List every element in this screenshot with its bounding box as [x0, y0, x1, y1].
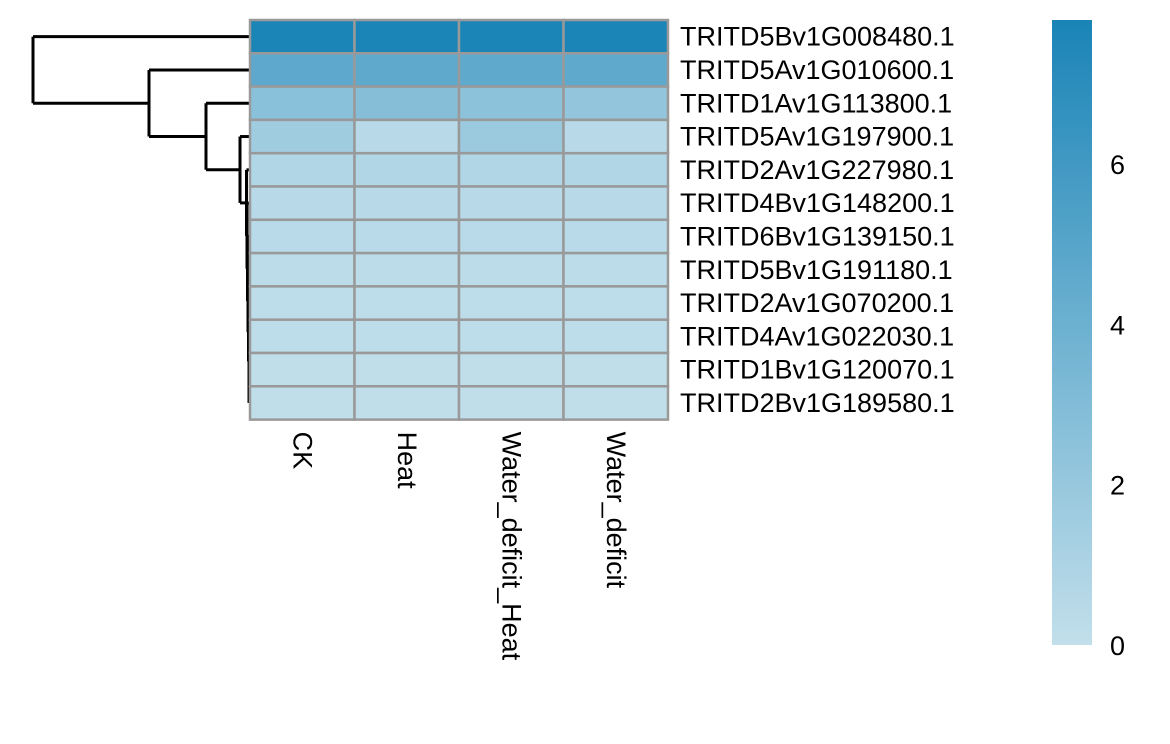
heatmap-cell: [248, 218, 356, 255]
heatmap-cell: [457, 185, 565, 222]
heatmap-cell: [457, 351, 565, 388]
heatmap-cell: [353, 285, 461, 321]
heatmap-cell: [457, 318, 565, 355]
column-label: CK: [287, 432, 317, 470]
heatmap-cell: [248, 85, 356, 122]
heatmap-cell: [562, 385, 670, 421]
row-label: TRITD6Bv1G139150.1: [680, 221, 955, 251]
heatmap-cell: [562, 351, 670, 388]
heatmap-cell: [353, 218, 461, 255]
heatmap-cell: [353, 85, 461, 122]
color-legend: 0 2 4 6: [1052, 20, 1125, 661]
heatmap-cell: [457, 218, 565, 255]
heatmap-cell: [562, 18, 670, 55]
legend-tick-label: 2: [1110, 471, 1125, 501]
heatmap-cell: [248, 118, 356, 155]
heatmap-cell: [562, 318, 670, 355]
row-label: TRITD2Av1G227980.1: [680, 155, 954, 185]
row-label: TRITD5Av1G010600.1: [680, 55, 954, 85]
column-labels: CK Heat Water_deficit_Heat Water_deficit: [287, 432, 631, 661]
row-label: TRITD2Bv1G189580.1: [680, 388, 955, 418]
heatmap-cell: [353, 118, 461, 155]
legend-tick-label: 6: [1110, 150, 1125, 180]
row-label: TRITD2Av1G070200.1: [680, 288, 954, 318]
heatmap-cell: [248, 251, 356, 288]
heatmap-cell: [562, 52, 670, 88]
column-label: Water_deficit: [601, 432, 631, 589]
heatmap-cell: [248, 285, 356, 321]
legend-color-bar: [1052, 20, 1092, 645]
heatmap-cell: [248, 151, 356, 188]
row-labels: TRITD5Bv1G008480.1TRITD5Av1G010600.1TRIT…: [680, 22, 955, 418]
heatmap-cell: [457, 18, 565, 55]
heatmap-cell: [562, 185, 670, 222]
heatmap-cell: [562, 285, 670, 321]
heatmap-cell: [248, 52, 356, 88]
row-label: TRITD4Bv1G148200.1: [680, 188, 955, 218]
heatmap-cell: [562, 118, 670, 155]
row-dendrogram: [31, 35, 251, 405]
heatmap-cell: [457, 385, 565, 421]
heatmap-cell: [248, 185, 356, 222]
heatmap-cell: [248, 318, 356, 355]
heatmap-cell: [353, 52, 461, 88]
heatmap-cell: [457, 85, 565, 122]
row-label: TRITD5Bv1G191180.1: [680, 255, 953, 285]
heatmap-cell: [248, 18, 356, 55]
column-label: Water_deficit_Heat: [496, 432, 526, 661]
heatmap-cell: [353, 151, 461, 188]
heatmap-cell: [457, 52, 565, 88]
legend-tick-label: 0: [1110, 631, 1125, 661]
heatmap-cell: [353, 251, 461, 288]
heatmap-cell: [562, 218, 670, 255]
row-label: TRITD5Av1G197900.1: [680, 122, 954, 152]
heatmap-cell: [353, 318, 461, 355]
heatmap-cell: [353, 185, 461, 222]
row-label: TRITD1Bv1G120070.1: [680, 355, 955, 385]
heatmap-cell: [457, 251, 565, 288]
heatmap-cell: [562, 151, 670, 188]
heatmap-cell: [353, 351, 461, 388]
heatmap-cell: [353, 18, 461, 55]
heatmap-cell: [248, 351, 356, 388]
heatmap-cells: [248, 18, 670, 421]
heatmap-cell: [562, 251, 670, 288]
heatmap-cell: [457, 151, 565, 188]
row-label: TRITD1Av1G113800.1: [680, 88, 952, 118]
row-label: TRITD5Bv1G008480.1: [680, 22, 955, 52]
column-label: Heat: [392, 432, 422, 490]
heatmap-cell: [457, 285, 565, 321]
row-label: TRITD4Av1G022030.1: [680, 321, 954, 351]
heatmap-cell: [248, 385, 356, 421]
legend-tick-label: 4: [1110, 310, 1125, 340]
heatmap-cell: [353, 385, 461, 421]
heatmap-cell: [562, 85, 670, 122]
heatmap-cell: [457, 118, 565, 155]
